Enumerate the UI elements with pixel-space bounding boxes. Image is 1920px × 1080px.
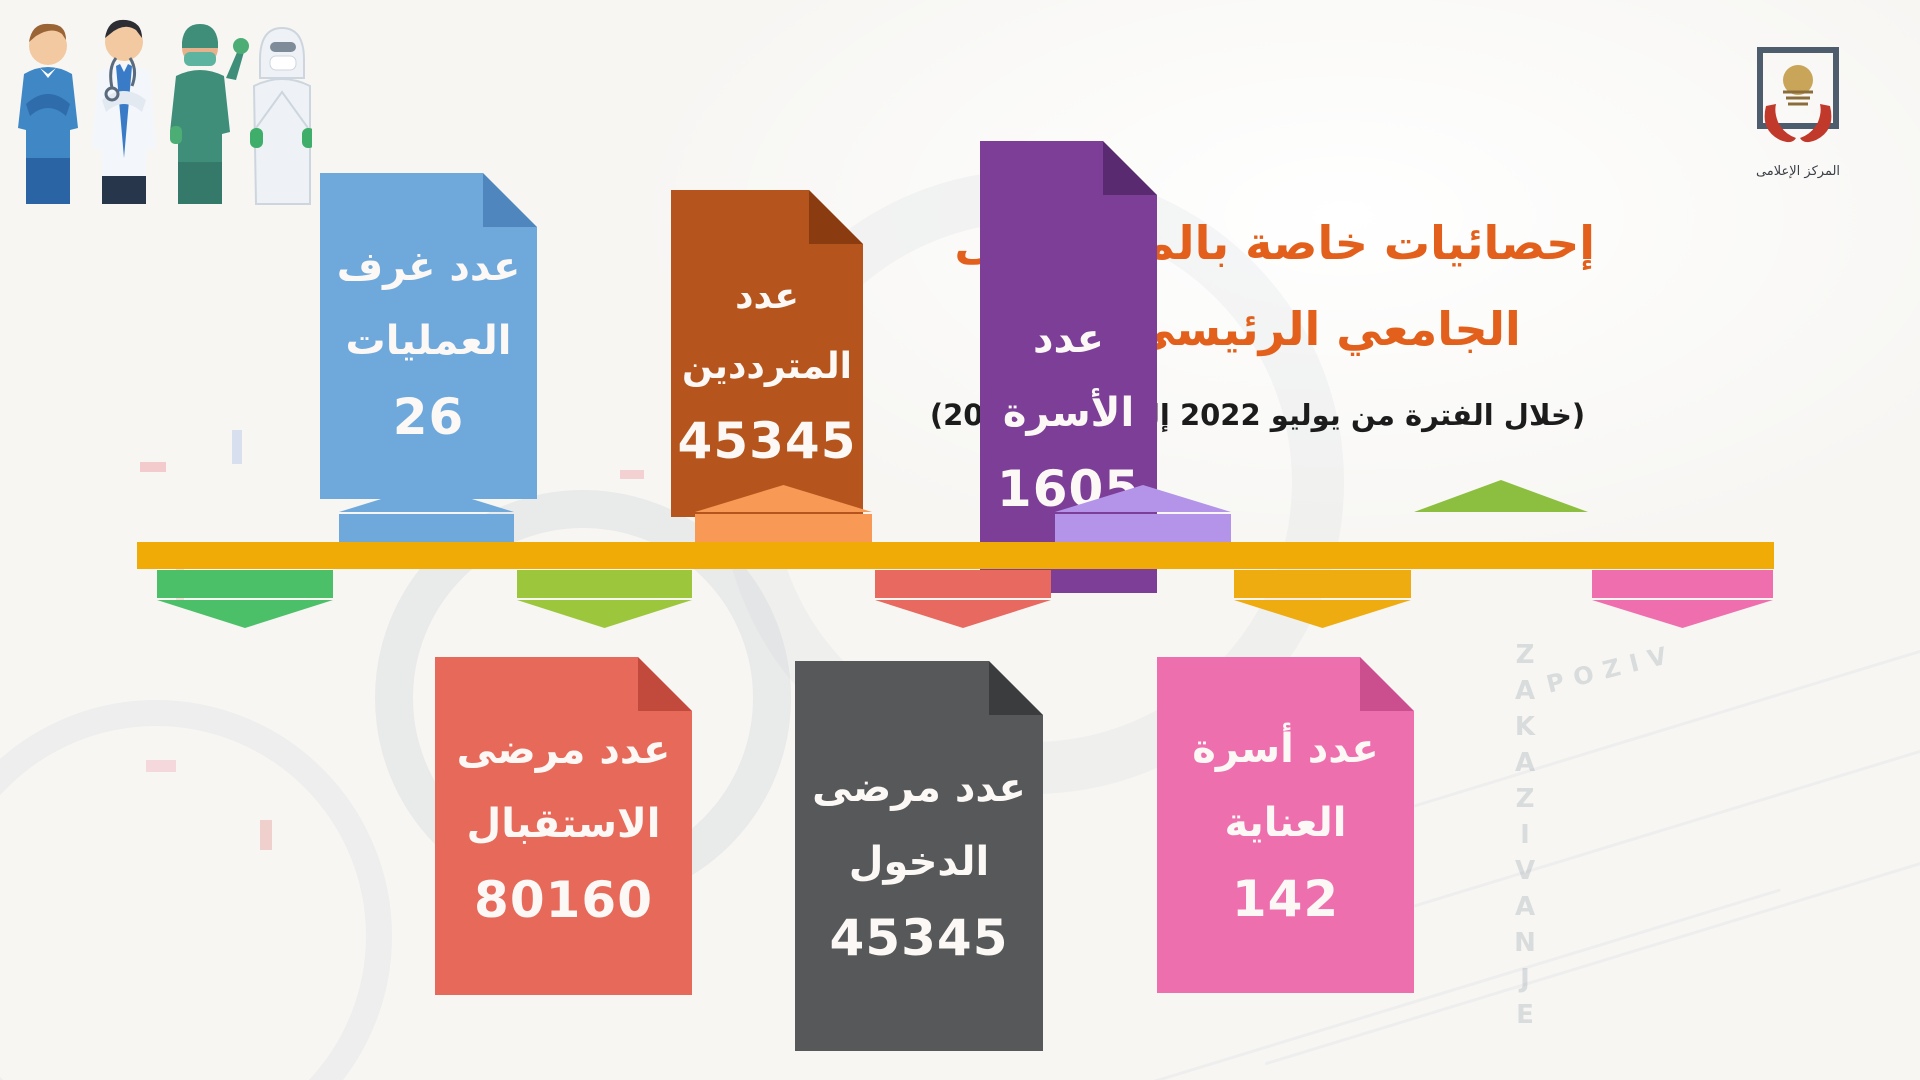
stat-value: 45345 [829, 909, 1009, 967]
stat-box-operating-rooms: عدد غرف العمليات 26 [320, 173, 537, 499]
stat-box-icu-beds: عدد أسرة العناية 142 [1157, 657, 1414, 993]
stat-label: عدد غرف [336, 244, 521, 290]
down-arrow-amber [1234, 570, 1411, 628]
arrow-stem [157, 570, 333, 598]
stat-value: 80160 [474, 871, 653, 929]
arrow-triangle [875, 600, 1051, 628]
title-line-2: الجامعي الرئيسي [1129, 302, 1521, 356]
up-arrow-blue [339, 485, 514, 546]
stat-label: الأسرة [1002, 390, 1135, 436]
arrow-stem [1055, 514, 1231, 546]
stat-box-admitted-patients: عدد مرضى الدخول 45345 [795, 661, 1043, 1051]
stat-label: الاستقبال [466, 801, 661, 847]
down-arrow-pink [1592, 570, 1773, 628]
arrow-triangle [517, 600, 692, 628]
timeline-bar [137, 542, 1774, 569]
stat-label: المترددين [682, 345, 852, 387]
arrow-stem [695, 514, 872, 546]
background-watermark-text: ZAKAZIVANJE [1510, 640, 1540, 1036]
arrow-stem [875, 570, 1051, 598]
arrow-triangle [1414, 480, 1588, 512]
arrow-triangle [157, 600, 333, 628]
up-arrow-purple [1055, 485, 1231, 546]
stat-label: العناية [1224, 800, 1347, 846]
arrow-stem [1234, 570, 1411, 598]
stat-value: 45345 [677, 411, 857, 470]
arrow-triangle [1592, 600, 1773, 628]
stat-label: عدد [1033, 316, 1104, 362]
stat-box-reception-patients: عدد مرضى الاستقبال 80160 [435, 657, 692, 995]
down-arrow-salmon [875, 570, 1051, 628]
up-arrow-green [1414, 480, 1588, 512]
arrow-stem [1592, 570, 1773, 598]
stat-label: الدخول [848, 839, 990, 885]
arrow-triangle [339, 485, 514, 512]
stat-label: عدد مرضى [812, 765, 1026, 811]
logo-emblem [1757, 47, 1839, 143]
medical-staff-illustration [18, 19, 312, 205]
down-arrow-green [157, 570, 333, 628]
arrow-triangle [695, 485, 872, 512]
down-arrow-yellow-green [517, 570, 692, 628]
stat-value: 142 [1231, 870, 1340, 928]
stat-label: عدد [735, 275, 799, 317]
arrow-triangle [1055, 485, 1231, 512]
arrow-stem [517, 570, 692, 598]
stat-label: العمليات [345, 318, 512, 364]
up-arrow-orange [695, 485, 872, 546]
university-media-center-logo: المركز الإعلامى [1744, 46, 1852, 179]
stat-label: عدد أسرة [1192, 726, 1379, 772]
logo-caption: المركز الإعلامى [1755, 164, 1841, 179]
stat-label: عدد مرضى [456, 727, 671, 773]
stat-value: 26 [392, 388, 465, 446]
arrow-stem [339, 514, 514, 546]
stat-box-outpatients: عدد المترددين 45345 [671, 190, 863, 517]
arrow-triangle [1234, 600, 1411, 628]
